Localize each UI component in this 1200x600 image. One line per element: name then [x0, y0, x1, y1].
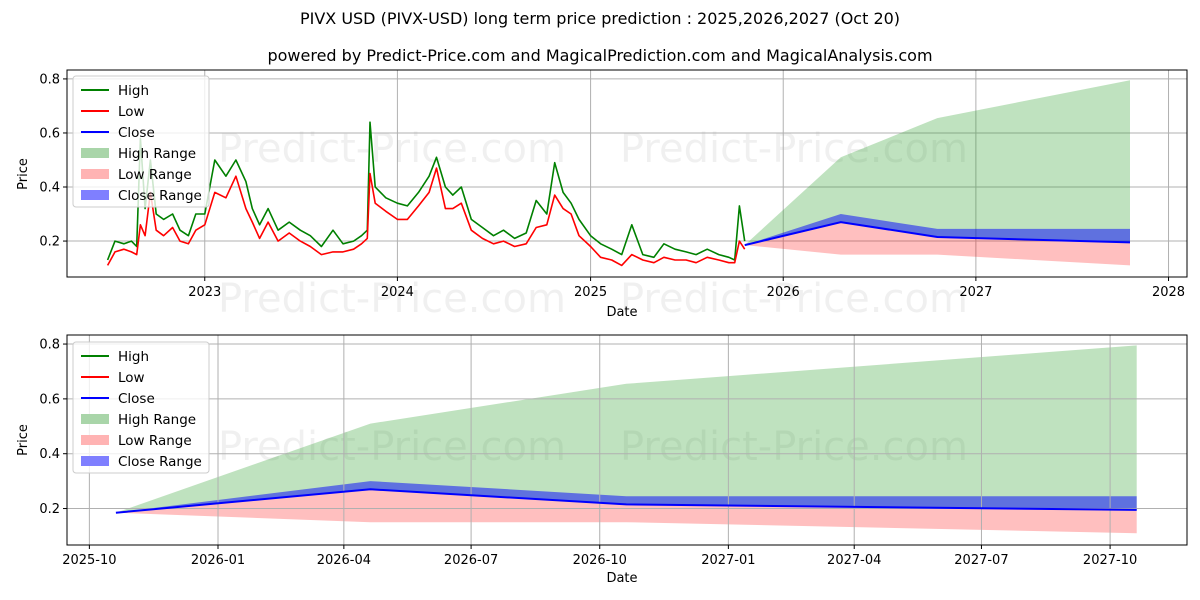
- legend-patch-swatch: [81, 148, 109, 158]
- y-tick-label: 0.2: [39, 235, 60, 250]
- watermark-text: Predict-Price.com: [218, 424, 566, 470]
- top-price-lines: [106, 121, 1131, 267]
- x-tick-label: 2027-04: [827, 553, 881, 568]
- top-x-axis: 2023 2024 2025 2026 2027 2028: [188, 277, 1185, 300]
- x-tick-label: 2027-01: [701, 553, 755, 568]
- y-tick-label: 0.2: [39, 502, 60, 517]
- chart-title: PIVX USD (PIVX-USD) long term price pred…: [299, 9, 901, 28]
- low-line: [106, 167, 746, 267]
- legend-item: Low Range: [81, 433, 192, 449]
- legend-patch-swatch: [81, 169, 109, 179]
- y-tick-label: 0.4: [39, 181, 60, 196]
- x-tick-label: 2026: [767, 285, 800, 300]
- high-range-area: [115, 345, 1137, 513]
- legend-item: High: [81, 349, 149, 365]
- watermark-text: Predict-Price.com: [218, 126, 566, 172]
- x-tick-label: 2027-07: [954, 553, 1008, 568]
- legend-label: Low Range: [118, 167, 192, 183]
- legend-item: Close: [81, 391, 155, 407]
- x-tick-label: 2027: [959, 285, 992, 300]
- top-legend: High Low Close High Range Low Range Close Ran…: [72, 75, 210, 208]
- top-y-axis-label: Price: [16, 158, 31, 190]
- top-chart: Predict-Price.com Predict-Price.com Pred…: [16, 69, 1188, 322]
- y-tick-label: 0.8: [39, 338, 60, 353]
- legend-label: Low Range: [118, 433, 192, 449]
- legend-label: Low: [118, 370, 145, 386]
- legend-item: High Range: [81, 412, 196, 428]
- low-range-area: [744, 222, 1130, 266]
- legend-label: Close Range: [118, 188, 202, 204]
- x-tick-label: 2027-10: [1083, 553, 1137, 568]
- legend-item: High: [81, 83, 149, 99]
- legend-label: Low: [118, 104, 145, 120]
- legend-label: Close: [118, 391, 155, 407]
- watermark-text: Predict-Price.com: [218, 276, 566, 322]
- x-tick-label: 2026-04: [317, 553, 371, 568]
- y-tick-label: 0.6: [39, 126, 60, 141]
- watermark-text: Predict-Price.com: [620, 276, 968, 322]
- chart-subtitle: powered by Predict-Price.com and Magical…: [267, 46, 933, 65]
- legend-label: High: [118, 349, 149, 365]
- y-tick-label: 0.8: [39, 72, 60, 87]
- top-grid: [67, 70, 1187, 277]
- bottom-x-axis-label: Date: [606, 571, 637, 586]
- x-tick-label: 2026-07: [444, 553, 498, 568]
- x-tick-label: 2026-10: [573, 553, 627, 568]
- legend-item: Close Range: [81, 454, 202, 470]
- watermark-top: Predict-Price.com Predict-Price.com Pred…: [218, 126, 968, 322]
- low-range-area: [115, 489, 1137, 534]
- top-y-axis: 0.2 0.4 0.6 0.8: [39, 72, 67, 250]
- legend-item: High Range: [81, 146, 196, 162]
- legend-label: High Range: [118, 412, 196, 428]
- close-line: [115, 488, 1137, 514]
- y-tick-label: 0.4: [39, 447, 60, 462]
- bottom-y-axis: 0.2 0.4 0.6 0.8: [39, 338, 67, 517]
- top-axes-frame: [66, 69, 1188, 278]
- y-tick-label: 0.6: [39, 392, 60, 407]
- bottom-axes-frame: [66, 334, 1188, 546]
- close-line: [744, 221, 1131, 247]
- bottom-price-lines: [115, 488, 1137, 514]
- bottom-x-axis: 2025-10 2026-01 2026-04 2026-07 2026-10 2027-…: [62, 545, 1137, 568]
- watermark-text: Predict-Price.com: [620, 424, 968, 470]
- bottom-chart: Predict-Price.com Predict-Price.com 0.20…: [16, 334, 1188, 586]
- legend-patch-swatch: [81, 435, 109, 445]
- legend-item: Close Range: [81, 188, 202, 204]
- legend-item: Close: [81, 125, 155, 141]
- legend-label: High: [118, 83, 149, 99]
- high-line: [106, 121, 746, 261]
- x-tick-label: 2025: [574, 285, 607, 300]
- x-tick-label: 2028: [1152, 285, 1185, 300]
- legend-patch-swatch: [81, 456, 109, 466]
- legend-label: Close: [118, 125, 155, 141]
- high-range-area: [744, 80, 1130, 246]
- legend-patch-swatch: [81, 414, 109, 424]
- legend-item: Low: [81, 104, 145, 120]
- legend-label: Close Range: [118, 454, 202, 470]
- x-tick-label: 2024: [381, 285, 414, 300]
- legend-item: Low: [81, 370, 145, 386]
- x-tick-label: 2026-01: [191, 553, 245, 568]
- bottom-y-axis-label: Price: [16, 424, 31, 456]
- legend-patch-swatch: [81, 190, 109, 200]
- x-tick-label: 2023: [188, 285, 221, 300]
- watermark-text: Predict-Price.com: [620, 126, 968, 172]
- watermark-bottom: Predict-Price.com Predict-Price.com: [218, 424, 968, 470]
- bottom-legend: High Low Close High Range Low Range Close Ran…: [72, 341, 210, 474]
- x-tick-label: 2025-10: [62, 553, 116, 568]
- legend-label: High Range: [118, 146, 196, 162]
- legend-item: Low Range: [81, 167, 192, 183]
- top-x-axis-label: Date: [606, 305, 637, 320]
